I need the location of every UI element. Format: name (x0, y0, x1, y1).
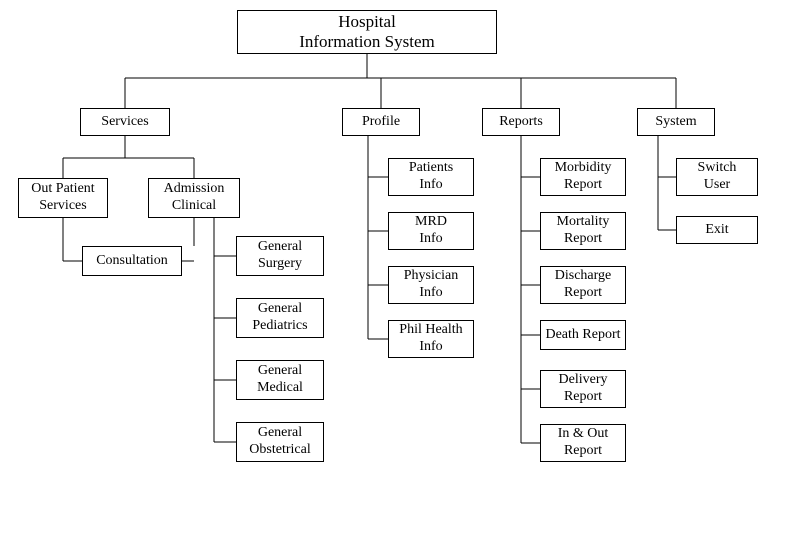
node-label: DeliveryReport (559, 372, 608, 406)
node-label: Reports (499, 114, 543, 131)
node-label: PatientsInfo (409, 160, 453, 194)
node-label: Consultation (96, 253, 168, 270)
node-label: PhysicianInfo (404, 268, 458, 302)
node-label: HospitalInformation System (299, 12, 435, 53)
node-label: Services (101, 114, 148, 131)
node-label: GeneralObstetrical (249, 425, 310, 459)
node-label: Out PatientServices (31, 181, 94, 215)
node-label: MortalityReport (557, 214, 610, 248)
node-out-patient: Out PatientServices (18, 178, 108, 218)
node-gen-obst: GeneralObstetrical (236, 422, 324, 462)
node-label: AdmissionClinical (164, 181, 225, 215)
node-consultation: Consultation (82, 246, 182, 276)
node-death: Death Report (540, 320, 626, 350)
node-label: Exit (705, 222, 728, 239)
node-physician-info: PhysicianInfo (388, 266, 474, 304)
node-exit: Exit (676, 216, 758, 244)
node-morbidity: MorbidityReport (540, 158, 626, 196)
node-label: SwitchUser (698, 160, 737, 194)
diagram-canvas: HospitalInformation System Services Prof… (0, 0, 795, 536)
node-label: GeneralSurgery (258, 239, 302, 273)
node-label: In & OutReport (558, 426, 609, 460)
node-philhealth: Phil HealthInfo (388, 320, 474, 358)
node-label: GeneralPediatrics (252, 301, 307, 335)
node-label: System (655, 114, 696, 131)
node-delivery: DeliveryReport (540, 370, 626, 408)
node-switch-user: SwitchUser (676, 158, 758, 196)
node-label: MorbidityReport (555, 160, 612, 194)
node-admission: AdmissionClinical (148, 178, 240, 218)
node-gen-peds: GeneralPediatrics (236, 298, 324, 338)
node-label: DischargeReport (555, 268, 612, 302)
node-reports: Reports (482, 108, 560, 136)
node-label: Death Report (545, 327, 620, 344)
node-services: Services (80, 108, 170, 136)
node-label: Profile (362, 114, 400, 131)
node-gen-surgery: GeneralSurgery (236, 236, 324, 276)
node-label: GeneralMedical (257, 363, 303, 397)
node-mrd-info: MRDInfo (388, 212, 474, 250)
node-profile: Profile (342, 108, 420, 136)
node-gen-medical: GeneralMedical (236, 360, 324, 400)
node-patients-info: PatientsInfo (388, 158, 474, 196)
node-root: HospitalInformation System (237, 10, 497, 54)
node-mortality: MortalityReport (540, 212, 626, 250)
node-discharge: DischargeReport (540, 266, 626, 304)
node-in-out: In & OutReport (540, 424, 626, 462)
node-system: System (637, 108, 715, 136)
node-label: Phil HealthInfo (399, 322, 462, 356)
node-label: MRDInfo (415, 214, 447, 248)
